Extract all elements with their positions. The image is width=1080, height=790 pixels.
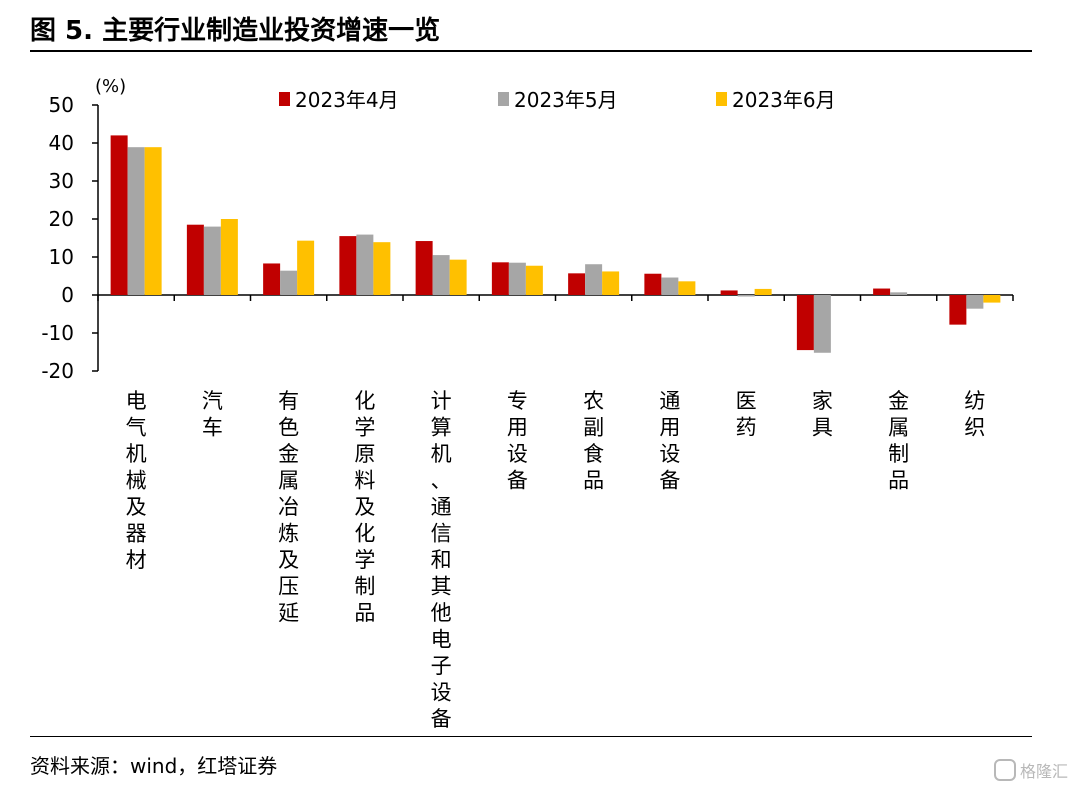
- x-category-label: 有色金属冶炼及压延: [278, 389, 299, 625]
- bar: [873, 288, 891, 295]
- bar: [339, 236, 357, 295]
- bar: [491, 262, 509, 295]
- bar: [796, 295, 814, 351]
- bar: [661, 277, 679, 295]
- legend-swatch: [716, 92, 727, 106]
- x-category-label: 农副食品: [583, 389, 604, 493]
- watermark-logo-icon: [993, 759, 1016, 781]
- x-category-label: 化学原料及化学制品: [354, 389, 375, 625]
- y-tick-label: 10: [49, 245, 74, 269]
- bar: [813, 295, 831, 353]
- bar: [415, 241, 433, 295]
- bar: [203, 226, 221, 295]
- legend-label: 2023年4月: [295, 88, 399, 112]
- legend-label: 2023年6月: [732, 88, 836, 112]
- bar: [356, 234, 374, 295]
- bar: [602, 271, 620, 295]
- bar: [144, 147, 162, 295]
- title-rule: [30, 50, 1032, 52]
- y-tick-label: 30: [49, 169, 74, 193]
- bar: [890, 292, 908, 295]
- watermark-text: 格隆汇: [1019, 762, 1068, 781]
- bar: [720, 290, 738, 295]
- x-category-label: 医药: [736, 389, 757, 440]
- bar: [127, 147, 145, 295]
- bar: [220, 219, 238, 295]
- bar: [508, 262, 526, 295]
- y-tick-label: 20: [49, 207, 74, 231]
- bar: [754, 288, 772, 295]
- bar: [525, 265, 543, 295]
- source-note: 资料来源：wind，红塔证券: [30, 754, 278, 778]
- bar: [644, 273, 662, 295]
- bar: [263, 263, 281, 295]
- bar-chart: -20 -10 0 10 20 30 40 50 (%) 电气机械及器材 汽车 有色金属冶炼及压延 化学…: [41, 76, 1014, 731]
- legend-swatch: [279, 92, 290, 106]
- bar: [737, 295, 755, 297]
- x-category-label: 金属制品: [888, 389, 909, 493]
- bar: [110, 135, 128, 295]
- y-unit-label: (%): [95, 76, 126, 97]
- bar: [983, 295, 1001, 303]
- chart-title: 图 5. 主要行业制造业投资增速一览: [30, 16, 441, 46]
- y-tick-label: -10: [41, 321, 74, 345]
- legend-label: 2023年5月: [514, 88, 618, 112]
- bar: [186, 224, 204, 295]
- legend-swatch: [498, 92, 509, 106]
- bar: [568, 273, 586, 295]
- x-category-label: 通用设备: [659, 389, 680, 493]
- x-category-label: 专用设备: [507, 389, 528, 493]
- bar: [432, 255, 450, 295]
- x-category-label: 汽车: [202, 389, 223, 440]
- footer-rule: [30, 736, 1032, 737]
- bar: [966, 295, 984, 309]
- bar: [373, 242, 391, 295]
- bar: [949, 295, 967, 325]
- x-category-label: 计算机、通信和其他电子设备: [431, 389, 452, 731]
- bar: [449, 259, 467, 295]
- bar: [585, 264, 603, 295]
- bar: [678, 281, 696, 295]
- watermark: 格隆汇: [993, 758, 1068, 782]
- y-tick-label: 40: [49, 131, 74, 155]
- bar: [297, 240, 315, 295]
- x-category-label: 电气机械及器材: [126, 389, 147, 572]
- y-tick-label: 0: [61, 283, 74, 307]
- x-category-label: 纺织: [964, 389, 985, 440]
- x-category-label: 家具: [812, 389, 833, 440]
- y-tick-label: 50: [49, 93, 74, 117]
- bar: [280, 270, 298, 295]
- y-tick-label: -20: [41, 359, 74, 383]
